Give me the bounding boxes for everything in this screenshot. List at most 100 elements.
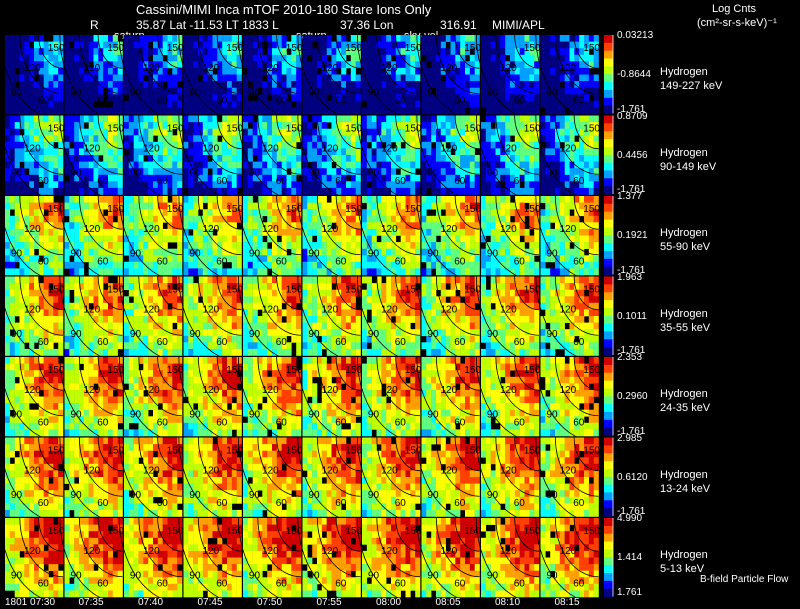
contour-label: 150 xyxy=(524,124,541,135)
contour-label: 60 xyxy=(335,256,347,267)
contour-label: 120 xyxy=(560,144,577,155)
contour-label: 60 xyxy=(276,256,288,267)
colorbar-min: -1.761 xyxy=(617,184,646,195)
heatmap-panel: 150 120 90 60 xyxy=(416,195,481,282)
contour-label: 60 xyxy=(573,176,585,187)
contour-label: 150 xyxy=(405,365,422,376)
contour-label: 120 xyxy=(381,546,398,557)
time-tick-label: 07:40 xyxy=(138,597,164,608)
contour-label: 60 xyxy=(38,256,50,267)
contour-label: 120 xyxy=(84,305,101,316)
colorbar-segment xyxy=(604,331,613,336)
colorbar-segment xyxy=(604,186,613,191)
colorbar-segment xyxy=(604,311,613,317)
colorbar-segment xyxy=(604,553,613,558)
colorbar-max: 1.377 xyxy=(617,191,643,202)
colorbar-segment xyxy=(604,504,613,509)
heatmap-panel: 150 120 90 60 xyxy=(59,34,124,121)
contour-label: 60 xyxy=(216,337,228,348)
colorbar-max: 4.990 xyxy=(617,513,643,524)
position-readout: 35.87 Lat -11.53 LT 1833 L xyxy=(136,18,279,32)
contour-label: 60 xyxy=(38,498,50,509)
contour-label: 120 xyxy=(203,305,220,316)
colorbar-min: -1.761 xyxy=(617,103,646,115)
contour-label: 90 xyxy=(368,409,380,420)
heatmap-panel: 150 120 90 60 xyxy=(535,195,600,282)
contour-label: 60 xyxy=(276,176,288,187)
contour-label: 120 xyxy=(84,144,101,155)
contour-label: 120 xyxy=(560,224,577,235)
contour-label: 90 xyxy=(427,329,439,340)
colorbar-segment xyxy=(604,453,613,458)
contour-label: 150 xyxy=(107,446,124,457)
contour-label: 90 xyxy=(547,329,559,340)
contour-label: 150 xyxy=(226,43,243,54)
contour-label: 150 xyxy=(464,43,481,54)
heatmap-panel: 150 120 90 60 xyxy=(475,437,541,524)
contour-label: 120 xyxy=(262,385,279,396)
colorbar-segment xyxy=(604,143,613,148)
contour-label: 90 xyxy=(547,570,559,581)
colorbar-segment xyxy=(604,139,613,144)
contour-label: 150 xyxy=(583,365,600,376)
contour-label: 150 xyxy=(107,285,124,296)
colorbar-segment xyxy=(604,396,613,401)
time-tick-label: 07:35 xyxy=(78,597,104,608)
contour-label: 120 xyxy=(322,305,339,316)
contour-label: 90 xyxy=(71,490,83,501)
contour-label: 150 xyxy=(226,285,243,296)
colorbar-segment xyxy=(604,123,613,128)
colorbar-segment xyxy=(604,154,613,160)
heatmap-panel: 150 120 90 60 xyxy=(0,356,65,443)
colorbar-segment xyxy=(604,388,613,393)
contour-label: 120 xyxy=(84,224,101,235)
contour-label: 120 xyxy=(203,546,220,557)
heatmap-panel: 150 120 90 60 xyxy=(356,115,422,202)
heatmap-panel: 150 120 90 60 xyxy=(178,34,243,121)
contour-label: 90 xyxy=(547,87,559,98)
time-tick-label: 08:00 xyxy=(376,597,402,608)
colorbar-segment xyxy=(604,500,613,505)
colorbar-segment xyxy=(604,131,613,136)
contour-label: 60 xyxy=(454,417,466,428)
contour-label: 60 xyxy=(514,337,526,348)
colorbar-segment xyxy=(604,93,613,99)
heatmap-panel: 150 120 90 60 xyxy=(118,437,184,524)
contour-label: 120 xyxy=(381,305,398,316)
contour-label: 90 xyxy=(249,409,261,420)
colorbar-segment xyxy=(604,300,613,305)
contour-label: 90 xyxy=(308,87,320,98)
colorbar-segment xyxy=(604,254,613,260)
colorbar-segment xyxy=(604,38,613,44)
colorbar-segment xyxy=(604,573,613,578)
contour-label: 150 xyxy=(464,204,481,215)
colorbar-segment xyxy=(604,529,613,535)
contour-label: 60 xyxy=(454,95,466,106)
heatmap-panel: 150 120 90 60 xyxy=(237,115,303,202)
colorbar-segment xyxy=(604,465,613,470)
energy-range-label: 35-55 keV xyxy=(660,321,711,334)
heatmap-panel: 150 120 90 60 xyxy=(475,276,541,363)
heatmap-panel: 150 120 90 60 xyxy=(535,115,600,202)
heatmap-panel: 150 120 90 60 xyxy=(416,437,481,524)
contour-label: 120 xyxy=(381,63,398,74)
heatmap-panel: 150 120 90 60 xyxy=(59,115,124,202)
contour-label: 90 xyxy=(11,329,23,340)
colorbar-segment xyxy=(604,512,613,517)
colorbar-min: -1.761 xyxy=(617,425,646,437)
contour-label: 120 xyxy=(322,546,339,557)
heatmap-panel: 150 120 90 60 xyxy=(416,356,481,443)
colorbar-segment xyxy=(604,288,613,293)
contour-label: 60 xyxy=(97,417,109,428)
colorbar-max: 0.8709 xyxy=(617,110,648,122)
colorbar-segment xyxy=(604,533,613,539)
contour-label: 150 xyxy=(345,526,362,537)
contour-label: 90 xyxy=(189,490,201,501)
contour-label: 120 xyxy=(441,144,458,155)
colorbar-segment xyxy=(604,541,613,546)
contour-label: 150 xyxy=(464,446,481,457)
contour-label: 90 xyxy=(11,168,23,179)
heatmap-panel: 150 120 90 60 xyxy=(178,276,243,363)
colorbar-segment xyxy=(604,351,613,356)
contour-label: 60 xyxy=(335,176,347,187)
